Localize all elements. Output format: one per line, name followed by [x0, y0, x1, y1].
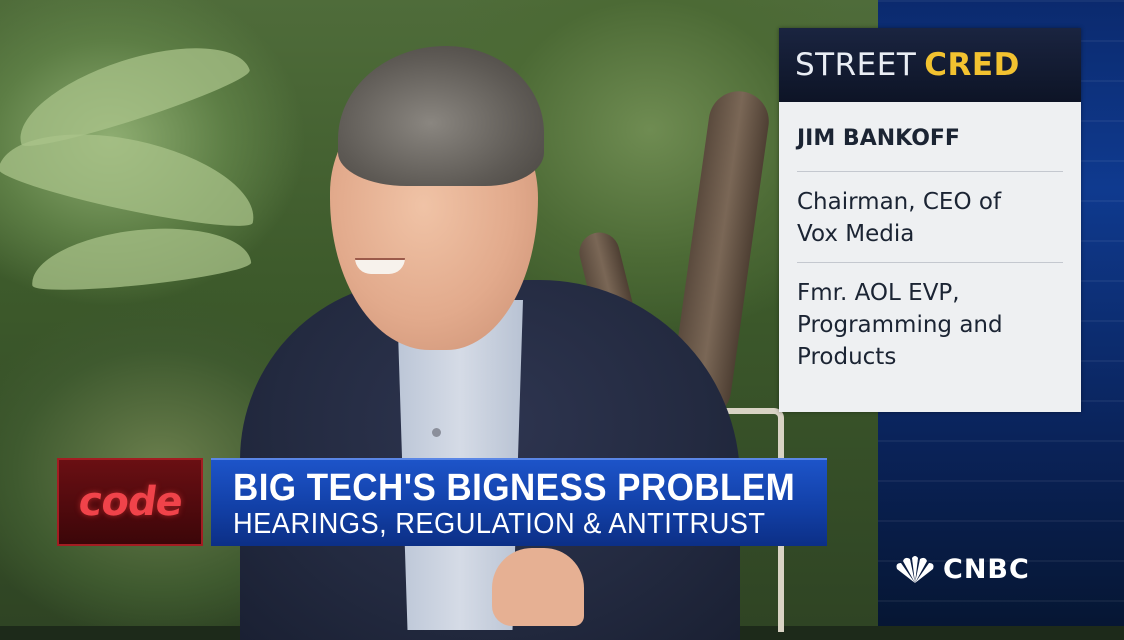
- guest-title-line: Chairman, CEO of: [797, 189, 1002, 215]
- street-cred-word-street: STREET: [795, 47, 917, 83]
- subheadline: HEARINGS, REGULATION & ANTITRUST: [233, 508, 766, 540]
- guest-former-line: Fmr. AOL EVP,: [797, 280, 960, 306]
- cnbc-wordmark: CNBC: [943, 554, 1030, 585]
- smile: [355, 258, 405, 274]
- street-cred-header: STREET CRED: [779, 28, 1081, 102]
- hair: [338, 46, 544, 186]
- street-cred-panel: STREET CRED JIM BANKOFF Chairman, CEO of…: [779, 28, 1081, 412]
- code-logo-box: code: [57, 458, 203, 546]
- headline: BIG TECH'S BIGNESS PROBLEM: [233, 467, 796, 509]
- shirt-button: [432, 428, 441, 437]
- guest-title-line: Vox Media: [797, 221, 915, 247]
- guest-name: JIM BANKOFF: [797, 102, 1063, 172]
- palm-frond: [6, 24, 254, 156]
- palm-frond: [27, 218, 253, 297]
- cnbc-logo: CNBC: [893, 554, 1030, 585]
- hand: [492, 548, 584, 626]
- guest-former-role: Fmr. AOL EVP, Programming and Products: [797, 263, 1063, 385]
- guest-former-line: Programming and: [797, 312, 1003, 338]
- guest-former-line: Products: [797, 344, 897, 370]
- street-cred-word-cred: CRED: [924, 47, 1020, 83]
- code-logo: code: [75, 479, 185, 525]
- street-cred-body: JIM BANKOFF Chairman, CEO of Vox Media F…: [779, 102, 1081, 385]
- guest-title: Chairman, CEO of Vox Media: [797, 172, 1063, 263]
- headline-banner: BIG TECH'S BIGNESS PROBLEM HEARINGS, REG…: [211, 458, 827, 546]
- peacock-icon: [896, 555, 934, 583]
